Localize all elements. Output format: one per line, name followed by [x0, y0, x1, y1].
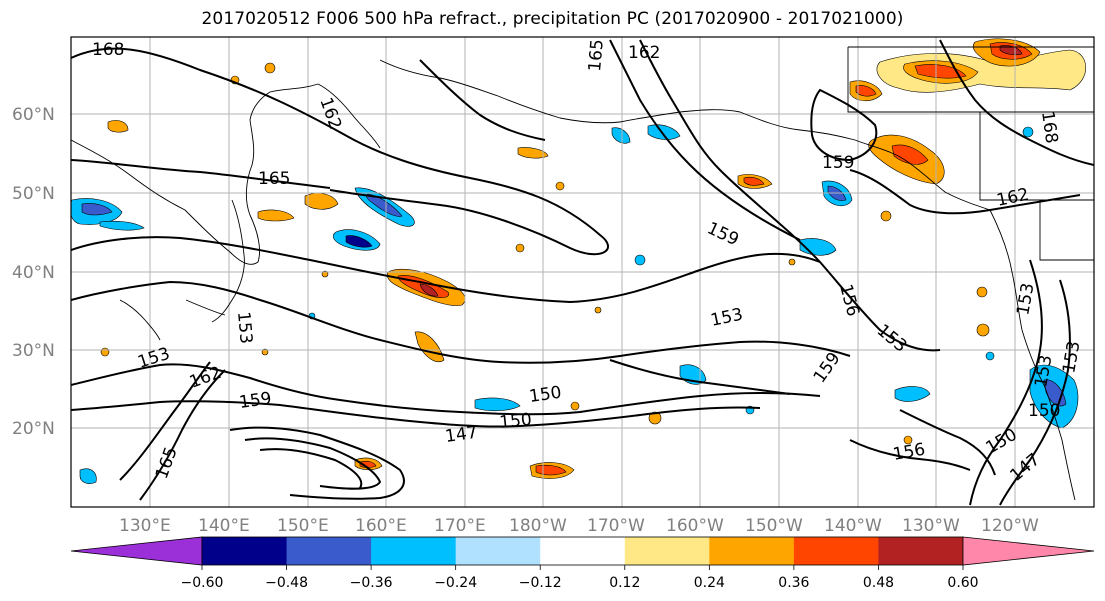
contour-label: 153 — [233, 311, 256, 345]
contour-label: 150 — [498, 410, 532, 433]
contour-label: 165 — [258, 169, 290, 189]
longitude-labels: 130°E 140°E 150°E 160°E 170°E 180°W 170°… — [119, 516, 1039, 536]
colorbar-bin — [624, 537, 710, 565]
lat-label: 40°N — [12, 263, 55, 283]
colorbar-bin — [202, 537, 288, 565]
latitude-labels: 60°N 50°N 40°N 30°N 20°N — [12, 105, 55, 439]
lon-label: 140°E — [198, 516, 250, 536]
precip-positive-patch — [743, 176, 765, 186]
precip-positive-patch — [419, 283, 439, 297]
precip-negative-patch — [81, 203, 113, 216]
precip-negative-patch — [474, 397, 521, 412]
colorbar-bin — [286, 537, 372, 565]
precip-positive-patch — [517, 147, 549, 159]
colorbar-tick-label: 0.48 — [863, 575, 894, 591]
precip-positive-patch — [891, 144, 929, 165]
map-plot-area: 168 162 165 162 165 159 159 162 168 156 … — [71, 37, 1094, 507]
contour-label: 150 — [528, 383, 563, 407]
coastlines — [71, 46, 1094, 501]
colorbar-tick-label: −0.36 — [350, 575, 393, 591]
precip-positive-patch — [107, 120, 129, 133]
refractivity-contours — [71, 39, 1094, 506]
colorbar-tick-label: 0.60 — [947, 575, 978, 591]
precip-patches — [71, 38, 1086, 484]
contour-label: 159 — [822, 153, 854, 173]
lon-label: 170°W — [587, 516, 645, 536]
precip-negative-patch — [611, 127, 631, 144]
lon-label: 180°W — [509, 516, 567, 536]
precip-positive-patch — [914, 64, 967, 79]
contour-label: 168 — [92, 40, 124, 60]
lat-label: 20°N — [12, 419, 55, 439]
contour-label: 147 — [444, 423, 479, 447]
precip-positive-patch — [855, 85, 877, 97]
colorbar-tick-label: 0.24 — [694, 575, 725, 591]
colorbar-bin — [793, 537, 879, 565]
colorbar: −0.60 −0.48 −0.36 −0.24 −0.12 0.12 0.24 0.36 0.4… — [70, 536, 1095, 591]
precip-negative-patch — [647, 124, 681, 140]
colorbar-tick-label: −0.48 — [265, 575, 308, 591]
lon-label: 130°E — [119, 516, 171, 536]
lon-label: 160°E — [355, 516, 407, 536]
lat-label: 50°N — [12, 184, 55, 204]
colorbar-bin — [709, 537, 795, 565]
precip-negative-patch — [345, 235, 373, 248]
colorbar-tick-label: −0.60 — [181, 575, 224, 591]
colorbar-bin — [371, 537, 457, 565]
colorbar-tick-label: 0.12 — [609, 575, 640, 591]
contour-label: 159 — [238, 389, 273, 413]
lon-label: 150°W — [745, 516, 803, 536]
lon-label: 160°W — [666, 516, 724, 536]
contour-label: 162 — [628, 43, 660, 63]
contour-label: 150 — [1028, 401, 1060, 421]
colorbar-tick-label: 0.36 — [778, 575, 809, 591]
lat-label: 30°N — [12, 341, 55, 361]
colorbar-bin — [878, 537, 964, 565]
colorbar-tick-label: −0.24 — [434, 575, 477, 591]
precip-negative-patch — [79, 468, 97, 484]
contour-label: 168 — [1037, 110, 1061, 145]
precip-positive-patch — [257, 209, 295, 222]
precip-negative-patch — [894, 386, 931, 402]
colorbar-bin — [455, 537, 541, 565]
colorbar-bin — [540, 537, 626, 565]
lon-label: 170°E — [434, 516, 486, 536]
precip-positive-patch — [999, 45, 1023, 56]
map-title: 2017020512 F006 500 hPa refract., precip… — [201, 9, 904, 29]
colorbar-right-extension — [962, 536, 1095, 566]
contour-label: 165 — [585, 38, 608, 72]
lon-label: 140°W — [824, 516, 882, 536]
colorbar-left-extension — [70, 536, 203, 566]
lon-label: 150°E — [277, 516, 329, 536]
lon-label: 130°W — [902, 516, 960, 536]
colorbar-tick-label: −0.12 — [519, 575, 562, 591]
lon-label: 120°W — [981, 516, 1039, 536]
lat-label: 60°N — [12, 105, 55, 125]
precip-negative-patch — [99, 220, 145, 231]
map-frame — [70, 36, 1095, 508]
